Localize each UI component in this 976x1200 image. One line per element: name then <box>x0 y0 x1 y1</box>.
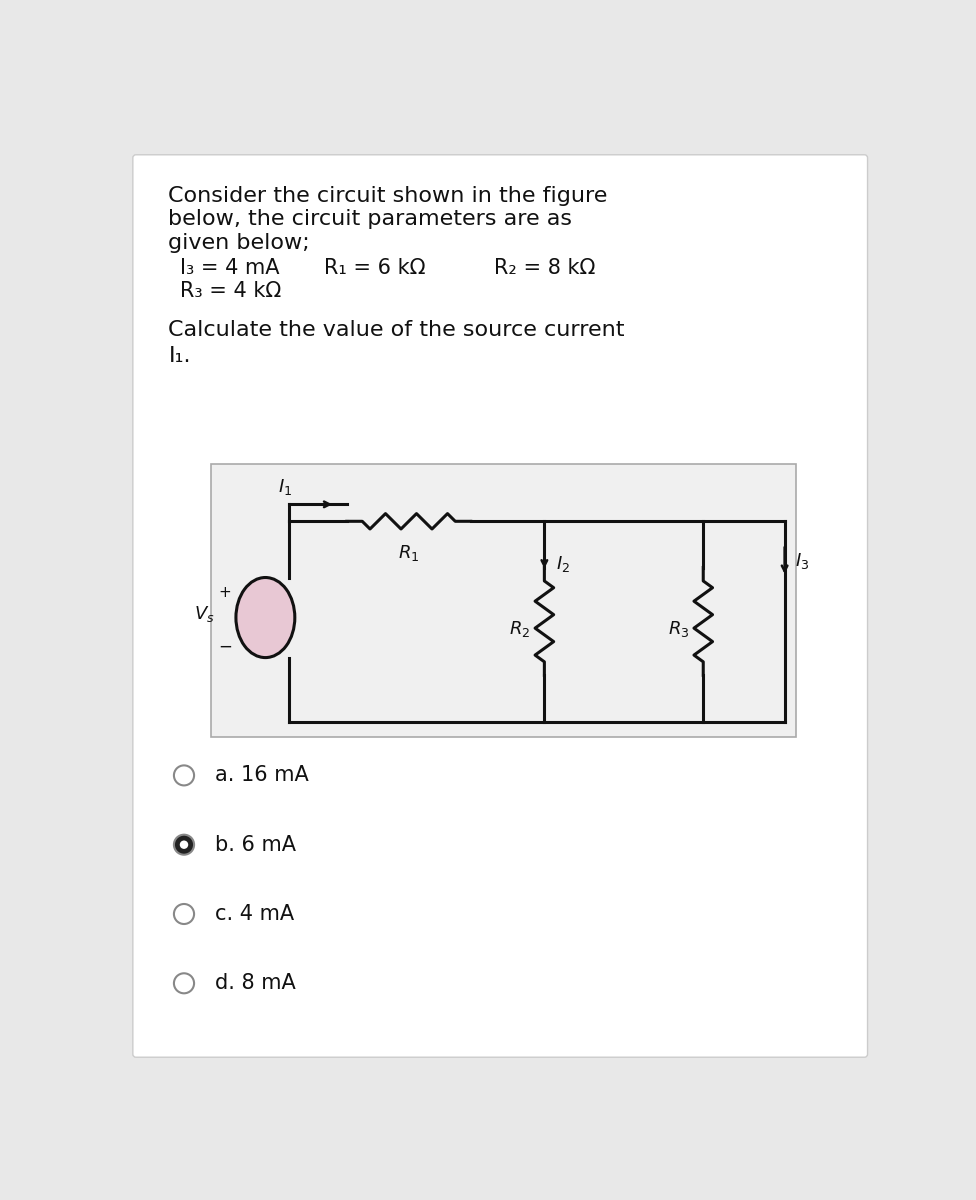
Text: $R_3$: $R_3$ <box>668 619 689 640</box>
Text: $I_1$: $I_1$ <box>278 476 293 497</box>
Text: R₁ = 6 kΩ: R₁ = 6 kΩ <box>323 258 425 278</box>
Text: −: − <box>219 638 232 656</box>
Text: below, the circuit parameters are as: below, the circuit parameters are as <box>169 210 573 229</box>
Text: c. 4 mA: c. 4 mA <box>215 904 294 924</box>
Circle shape <box>174 973 194 994</box>
Text: $R_1$: $R_1$ <box>398 542 420 563</box>
Circle shape <box>180 840 188 848</box>
Text: given below;: given below; <box>169 233 310 252</box>
Text: Consider the circuit shown in the figure: Consider the circuit shown in the figure <box>169 186 608 206</box>
Text: $I_2$: $I_2$ <box>556 553 570 574</box>
Text: b. 6 mA: b. 6 mA <box>215 835 296 854</box>
Text: I₃ = 4 mA: I₃ = 4 mA <box>181 258 280 278</box>
Text: I₁.: I₁. <box>169 346 191 366</box>
FancyBboxPatch shape <box>133 155 868 1057</box>
Bar <box>211 463 796 737</box>
Circle shape <box>174 835 194 854</box>
Text: Calculate the value of the source current: Calculate the value of the source curren… <box>169 319 625 340</box>
Circle shape <box>174 904 194 924</box>
Text: $I_3$: $I_3$ <box>795 551 810 571</box>
Ellipse shape <box>236 577 295 658</box>
Text: R₃ = 4 kΩ: R₃ = 4 kΩ <box>181 281 281 301</box>
Text: R₂ = 8 kΩ: R₂ = 8 kΩ <box>494 258 595 278</box>
Circle shape <box>174 766 194 786</box>
Text: a. 16 mA: a. 16 mA <box>215 766 308 785</box>
Text: +: + <box>219 586 231 600</box>
Text: $R_2$: $R_2$ <box>509 619 530 640</box>
Text: d. 8 mA: d. 8 mA <box>215 973 296 994</box>
Text: $V_s$: $V_s$ <box>194 604 215 624</box>
